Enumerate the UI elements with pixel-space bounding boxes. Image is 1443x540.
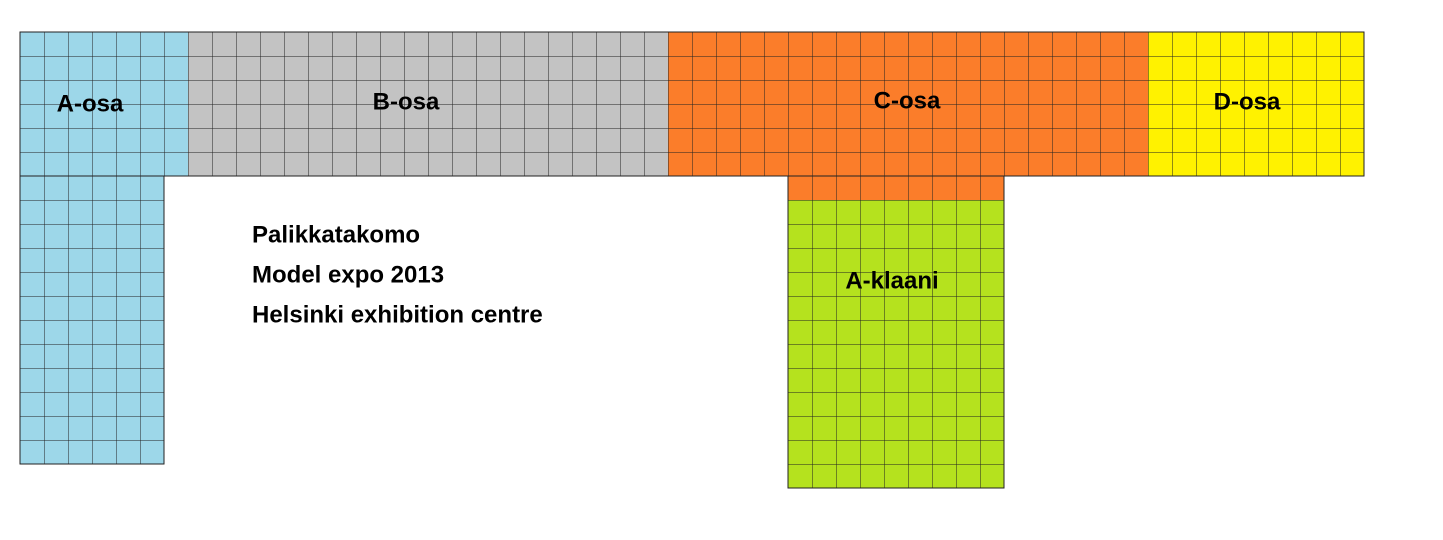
grid-lines <box>19 31 1365 177</box>
grid <box>19 31 1365 489</box>
section-label: A-klaani <box>845 267 938 294</box>
grid-lines <box>19 175 165 465</box>
section-label: D-osa <box>1214 88 1281 115</box>
section-label: A-osa <box>57 90 124 117</box>
section-label: B-osa <box>373 88 440 115</box>
grid-lines <box>787 175 1005 489</box>
note-line: Model expo 2013 <box>252 261 444 288</box>
section-label: C-osa <box>874 87 941 114</box>
note-line: Helsinki exhibition centre <box>252 301 543 328</box>
note-line: Palikkatakomo <box>252 221 420 248</box>
